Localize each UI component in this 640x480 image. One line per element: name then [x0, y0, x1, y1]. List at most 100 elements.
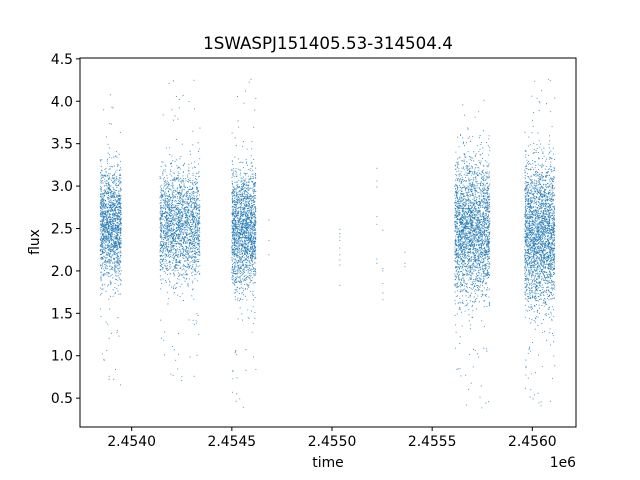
data-point: [174, 266, 176, 268]
data-point: [239, 251, 241, 253]
data-point: [231, 206, 233, 208]
data-point: [110, 216, 112, 218]
data-point: [248, 286, 250, 288]
data-point: [166, 205, 168, 207]
data-point: [199, 265, 201, 267]
data-point: [196, 199, 198, 201]
data-point: [232, 219, 234, 221]
data-point: [175, 255, 177, 257]
data-point: [235, 351, 237, 353]
data-point: [171, 109, 173, 111]
data-point: [115, 245, 118, 247]
data-point: [182, 94, 184, 96]
data-point: [169, 237, 171, 239]
data-point: [171, 230, 173, 232]
data-point: [250, 78, 252, 80]
data-point: [106, 180, 108, 182]
data-point: [232, 279, 234, 281]
data-point: [112, 295, 114, 297]
data-point: [111, 247, 113, 249]
data-point: [184, 230, 186, 232]
data-point: [107, 191, 109, 193]
data-point: [111, 273, 113, 276]
data-point: [160, 196, 162, 198]
data-point: [101, 271, 103, 273]
data-point: [249, 272, 251, 274]
data-point: [238, 225, 240, 227]
data-point: [170, 205, 172, 207]
data-point: [253, 237, 255, 239]
data-point: [119, 230, 121, 232]
data-point: [251, 200, 253, 202]
data-point: [100, 271, 102, 273]
data-point: [175, 246, 177, 248]
data-point: [172, 252, 174, 254]
data-point: [195, 221, 197, 223]
data-point: [174, 223, 176, 225]
data-point: [170, 199, 172, 201]
data-point: [247, 276, 249, 278]
data-point: [112, 181, 114, 183]
data-point: [164, 354, 166, 356]
data-point: [192, 280, 194, 282]
data-point: [250, 236, 252, 239]
data-point: [163, 270, 165, 273]
data-point: [189, 230, 191, 232]
data-point: [188, 285, 190, 287]
data-point: [170, 197, 172, 199]
data-point: [159, 265, 161, 267]
data-point: [255, 229, 257, 232]
data-point: [105, 254, 107, 256]
data-point: [100, 308, 102, 310]
data-point: [188, 268, 190, 270]
data-point: [161, 282, 163, 285]
data-point: [252, 245, 254, 247]
data-point: [111, 193, 113, 195]
data-point: [243, 271, 245, 273]
data-point: [178, 275, 180, 278]
data-point: [247, 268, 249, 270]
data-point: [197, 189, 199, 191]
data-point: [181, 192, 183, 194]
data-point: [168, 188, 171, 190]
data-point: [233, 292, 235, 294]
data-point: [177, 199, 179, 202]
data-point: [103, 274, 105, 276]
data-point: [107, 248, 109, 250]
data-point: [187, 191, 189, 193]
data-point: [244, 230, 246, 232]
data-point: [242, 406, 244, 408]
data-point: [185, 213, 187, 215]
data-point: [110, 189, 112, 191]
data-point: [233, 278, 235, 280]
data-point: [109, 226, 111, 228]
data-point: [170, 215, 172, 217]
data-point: [107, 246, 109, 248]
data-point: [178, 220, 180, 222]
data-point: [168, 194, 171, 196]
data-point: [104, 233, 106, 235]
data-point: [231, 250, 233, 252]
data-point: [235, 281, 237, 283]
data-point: [170, 251, 172, 253]
data-point: [187, 212, 189, 214]
data-point: [191, 272, 193, 274]
data-point: [232, 175, 234, 177]
data-point: [106, 214, 108, 217]
data-point: [192, 192, 194, 195]
data-point: [112, 245, 114, 247]
data-point: [244, 214, 247, 216]
data-point: [187, 208, 190, 210]
data-point: [175, 240, 177, 243]
data-point: [101, 174, 103, 176]
data-point: [198, 204, 201, 206]
data-point: [188, 248, 190, 250]
data-point: [245, 162, 247, 164]
data-point: [116, 213, 119, 215]
data-point: [253, 282, 255, 284]
data-point: [111, 244, 113, 246]
data-point: [234, 352, 236, 354]
data-point: [232, 173, 234, 175]
data-point: [244, 253, 246, 255]
data-point: [244, 179, 246, 181]
